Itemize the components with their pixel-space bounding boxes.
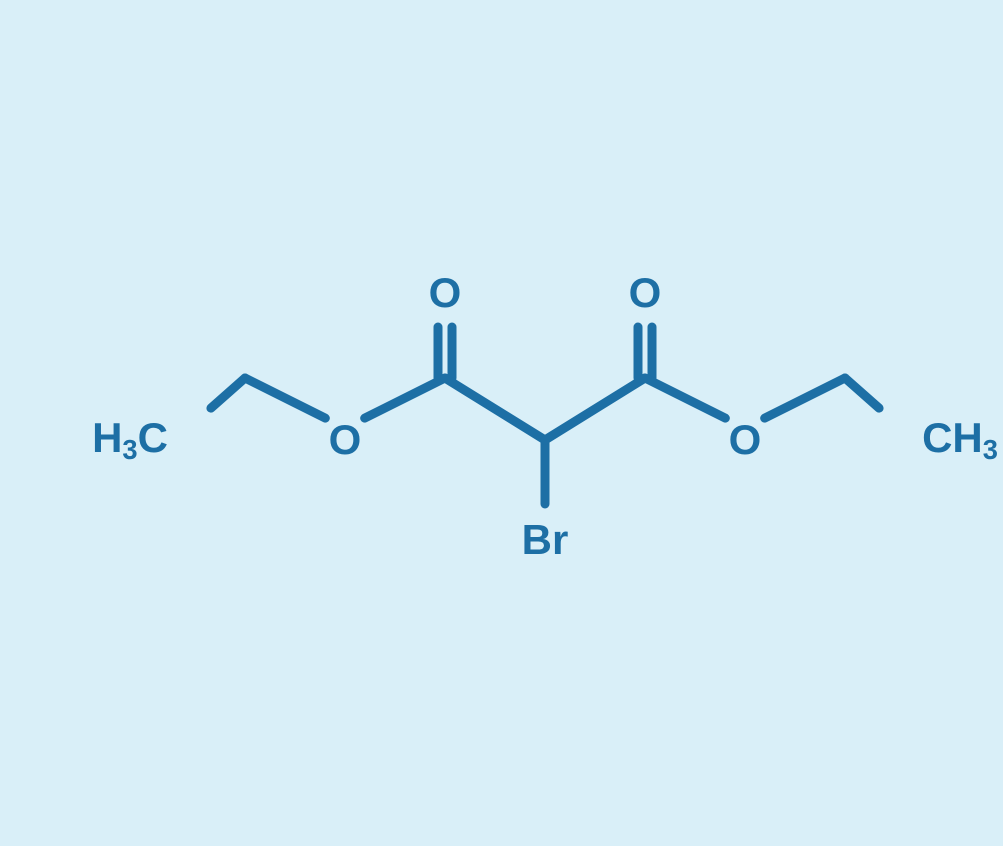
atom-label-ch3_right: CH3 [922,417,998,463]
atom-label-br: Br [522,519,569,561]
atom-label-o_top_right: O [629,272,662,314]
atom-label-o_left: O [329,419,362,461]
atom-label-h3c_left: H3C [92,417,168,463]
atom-label-o_right: O [729,419,762,461]
molecule-canvas: H3C O O Br O O CH3 [0,0,1003,846]
atom-label-o_top_left: O [429,272,462,314]
